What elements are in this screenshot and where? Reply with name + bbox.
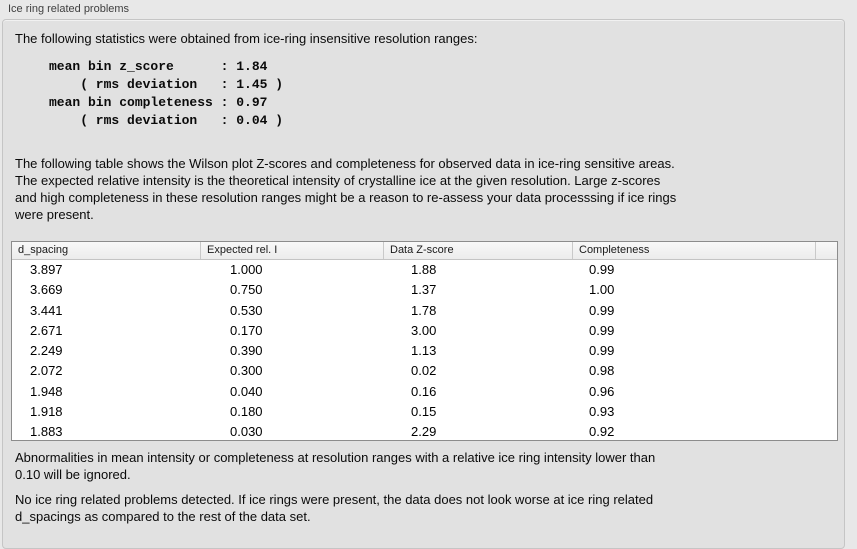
conclusion-note: No ice ring related problems detected. I… xyxy=(15,492,654,524)
table-cell: 0.16 xyxy=(411,383,437,399)
table-cell: 1.948 xyxy=(30,383,63,399)
intro-paragraph: The following statistics were obtained f… xyxy=(15,31,478,46)
table-cell: 3.897 xyxy=(30,262,63,277)
table-row[interactable]: 2.249 0.390 1.13 0.99 xyxy=(12,341,837,361)
table-cell: 1.88 xyxy=(411,262,437,277)
table-row[interactable]: 2.671 0.170 3.00 0.99 xyxy=(12,321,837,341)
table-cell: 0.92 xyxy=(589,424,615,440)
table-cell: 0.99 xyxy=(589,302,615,318)
table-header-row: d_spacing Expected rel. I Data Z-score C… xyxy=(12,242,837,260)
table-cell: 1.78 xyxy=(411,302,437,318)
table-row[interactable]: 2.072 0.300 0.02 0.98 xyxy=(12,361,837,381)
table-row[interactable]: 1.948 0.040 0.16 0.96 xyxy=(12,382,837,402)
header-cell-completeness[interactable]: Completeness xyxy=(573,242,816,259)
table-cell: 1.00 xyxy=(589,282,615,298)
header-cell-expected-rel-i[interactable]: Expected rel. I xyxy=(201,242,384,259)
table-cell: 1.13 xyxy=(411,343,437,359)
table-cell: 0.99 xyxy=(589,262,615,277)
table-row[interactable]: 1.883 0.030 2.29 0.92 xyxy=(12,422,837,442)
table-cell: 0.93 xyxy=(589,404,615,420)
table-cell: 0.99 xyxy=(589,343,615,359)
table-cell: 1.883 xyxy=(30,424,63,440)
table-cell: 3.669 xyxy=(30,282,63,298)
table-cell: 0.98 xyxy=(589,363,615,379)
table-cell: 0.030 xyxy=(230,424,263,440)
stats-code-block: mean bin z_score : 1.84 ( rms deviation … xyxy=(49,59,284,128)
table-cell: 0.96 xyxy=(589,383,615,399)
header-cell-filler xyxy=(816,242,837,259)
group-box-title: Ice ring related problems xyxy=(8,3,130,15)
table-row[interactable]: 3.669 0.750 1.37 1.00 xyxy=(12,280,837,300)
table-cell: 0.180 xyxy=(230,404,263,420)
table-cell: 0.390 xyxy=(230,343,263,359)
table-cell: 2.671 xyxy=(30,322,63,338)
table-cell: 0.040 xyxy=(230,383,263,399)
table-cell: 3.441 xyxy=(30,302,63,318)
table-cell: 2.29 xyxy=(411,424,437,440)
table-row[interactable]: 3.441 0.530 1.78 0.99 xyxy=(12,301,837,321)
ignore-note: Abnormalities in mean intensity or compl… xyxy=(15,450,656,482)
table-cell: 1.918 xyxy=(30,404,63,420)
table-cell: 0.530 xyxy=(230,302,263,318)
table-cell: 2.072 xyxy=(30,363,63,379)
table-description: The following table shows the Wilson plo… xyxy=(15,156,677,222)
table-cell: 0.300 xyxy=(230,363,263,379)
table-cell: 1.37 xyxy=(411,282,437,298)
table-row[interactable]: 3.897 1.000 1.88 0.99 xyxy=(12,260,837,280)
table-row[interactable]: 1.918 0.180 0.15 0.93 xyxy=(12,402,837,422)
header-cell-data-z-score[interactable]: Data Z-score xyxy=(384,242,573,259)
ice-ring-table: d_spacing Expected rel. I Data Z-score C… xyxy=(11,241,838,441)
table-cell: 1.000 xyxy=(230,262,263,277)
table-cell: 3.00 xyxy=(411,322,437,338)
header-cell-d-spacing[interactable]: d_spacing xyxy=(12,242,201,259)
table-cell: 0.15 xyxy=(411,404,437,420)
table-cell: 0.750 xyxy=(230,282,263,298)
table-cell: 0.99 xyxy=(589,322,615,338)
ice-ring-panel: The following statistics were obtained f… xyxy=(2,19,845,549)
table-cell: 0.02 xyxy=(411,363,437,379)
table-cell: 2.249 xyxy=(30,343,63,359)
table-cell: 0.170 xyxy=(230,322,263,338)
